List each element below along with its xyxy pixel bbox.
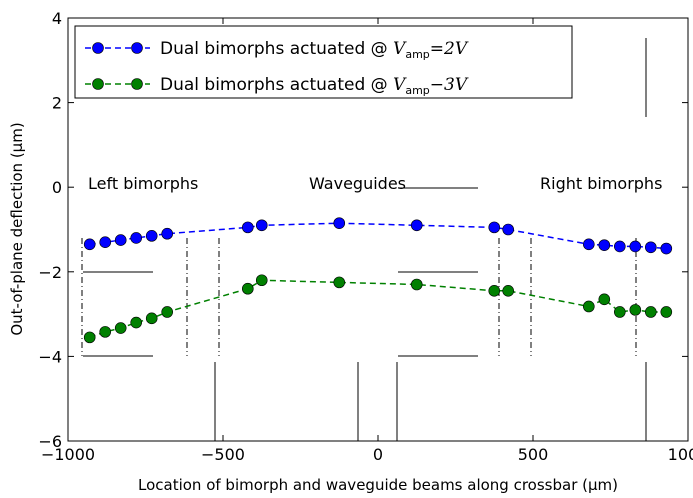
series-1-point <box>598 239 611 251</box>
legend-marker <box>131 78 143 90</box>
legend: Dual bimorphs actuated @ Vamp=2V Dual bim… <box>74 25 573 99</box>
series-2-point <box>613 306 626 318</box>
series-1-point <box>410 219 423 232</box>
legend-marker <box>131 42 143 54</box>
x-tick-label: 1000 <box>668 445 693 464</box>
y-tick-label: −4 <box>38 347 62 366</box>
series-2-point <box>114 322 127 334</box>
series-1-point <box>660 242 673 255</box>
series-2-point <box>99 326 111 338</box>
series-2-point <box>333 276 346 289</box>
series-2-point <box>644 306 657 318</box>
series-2-point <box>488 285 501 297</box>
y-tick-label: 0 <box>52 178 62 197</box>
legend-label: Dual bimorphs actuated @ Vamp−3V <box>160 75 469 97</box>
series-2-point <box>255 274 268 287</box>
axis-ticks: −1000 −500 0 500 1000 −6 −4 −2 0 2 4 <box>38 9 693 464</box>
series-layer <box>83 217 673 344</box>
x-tick-label: 0 <box>373 445 383 464</box>
series-2-point <box>629 304 642 316</box>
series-2-point <box>410 278 423 291</box>
y-tick-label: 4 <box>52 9 62 28</box>
x-axis-label: Location of bimorph and waveguide beams … <box>138 476 618 494</box>
series-1-point <box>582 238 595 251</box>
series-1-point <box>145 230 158 242</box>
x-tick-label: −500 <box>201 445 245 464</box>
series-2-point <box>83 331 96 344</box>
series-1-point <box>130 232 142 244</box>
annotation-left-bimorphs: Left bimorphs <box>88 174 198 193</box>
y-tick-label: 2 <box>52 94 62 113</box>
series-1-point <box>644 241 657 254</box>
structure-schematic <box>81 38 647 441</box>
series-1-point <box>333 217 346 229</box>
series-2-point <box>130 316 142 329</box>
series-1-point <box>629 240 642 253</box>
y-axis-label: Out-of-plane deflection (μm) <box>8 122 26 335</box>
legend-marker <box>92 42 104 54</box>
legend-marker <box>92 78 104 90</box>
series-1-point <box>255 219 268 232</box>
series-2-point <box>598 293 611 306</box>
series-1-point <box>488 221 501 234</box>
series-1-point <box>502 223 515 236</box>
series-1-point <box>161 227 173 240</box>
series-1-point <box>613 240 626 253</box>
annotation-waveguides: Waveguides <box>309 174 406 193</box>
x-tick-label: −1000 <box>41 445 95 464</box>
series-2-point <box>242 282 254 295</box>
series-2-point <box>660 306 673 318</box>
series-2-point <box>145 312 158 325</box>
series-1-point <box>114 234 127 246</box>
series-1-point <box>242 221 254 234</box>
legend-label: Dual bimorphs actuated @ Vamp=2V <box>160 39 469 61</box>
x-tick-label: 500 <box>518 445 549 464</box>
series-1-point <box>99 236 111 248</box>
series-2-point <box>502 285 515 297</box>
y-tick-label: −2 <box>38 263 62 282</box>
series-2-point <box>582 300 595 313</box>
legend-box <box>74 25 573 99</box>
series-2-point <box>161 306 173 318</box>
y-tick-label: −6 <box>38 432 62 451</box>
series-1-point <box>83 238 96 251</box>
annotation-right-bimorphs: Right bimorphs <box>540 174 662 193</box>
